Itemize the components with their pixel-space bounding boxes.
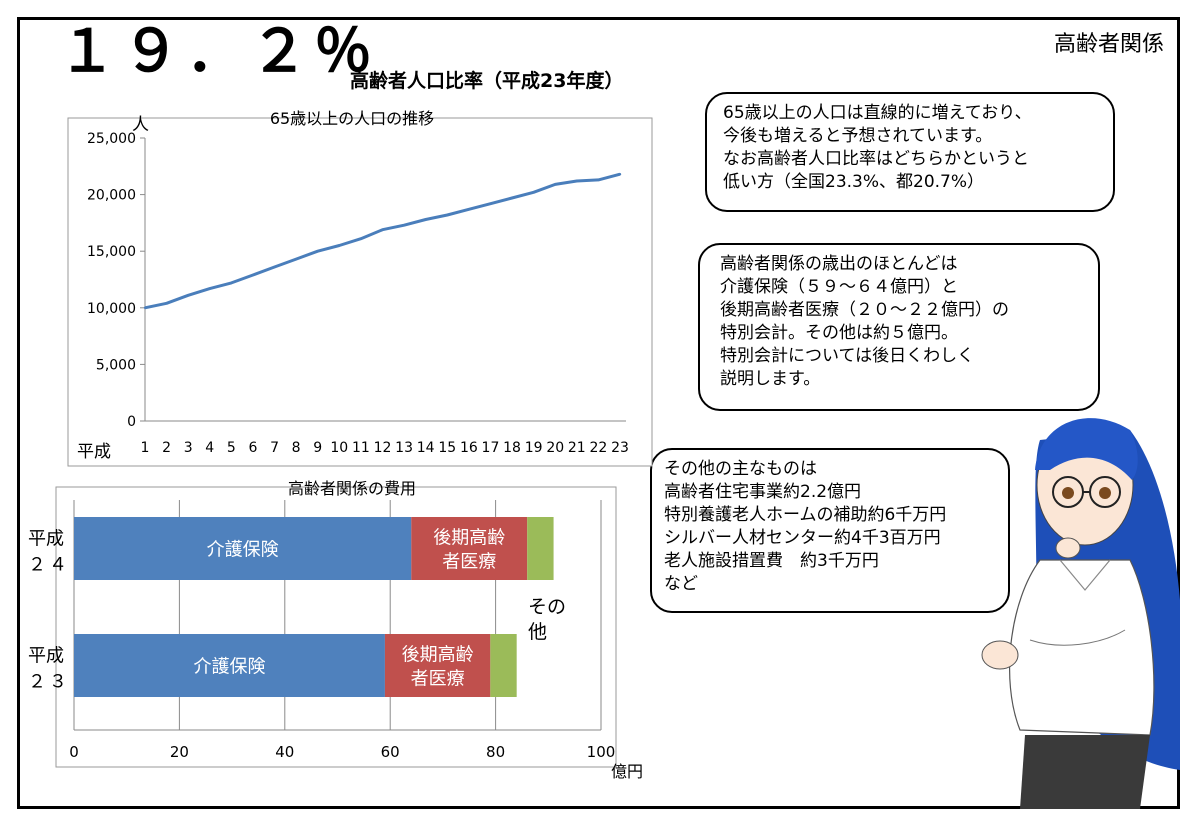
x-tick-label: 100: [587, 743, 616, 761]
x-tick-label: 23: [611, 440, 629, 456]
x-tick-label: 19: [525, 440, 543, 456]
x-tick-label: 21: [568, 440, 586, 456]
category-label: ２４: [28, 555, 70, 576]
bar-label: 後期高齢: [402, 645, 474, 666]
x-tick-label: 80: [486, 743, 505, 761]
bar-segment: [74, 517, 412, 580]
bar-label: 後期高齢: [433, 528, 505, 549]
section-label: 高齢者関係: [1053, 32, 1164, 57]
x-tick-label: 1: [141, 440, 150, 456]
data-point: [424, 218, 427, 221]
line-chart: 65歳以上の人口の推移 人 平成 0 5,000 10,000 15,000 20,00…: [67, 109, 653, 467]
data-point: [446, 213, 449, 217]
line-chart-frame: [67, 117, 653, 467]
bar-label: 介護保険: [207, 540, 279, 561]
line-chart-ylabel: 人: [132, 115, 149, 135]
data-point: [338, 244, 341, 247]
other-annotation: その他: [528, 596, 566, 643]
bar-label: 者医療: [411, 669, 465, 690]
bar-segment: [384, 634, 491, 697]
character-illustration: [981, 418, 1180, 809]
x-tick-label: 14: [417, 440, 435, 456]
data-point: [532, 191, 535, 194]
x-tick-label: 3: [184, 440, 193, 456]
bar-chart: 高齢者関係の費用 億円 0 20 40 60 80 100 介護保険後期高齢者医療介護保険…: [28, 479, 643, 781]
data-point: [381, 228, 384, 231]
data-point: [251, 273, 255, 277]
y-tick-label: 10,000: [87, 301, 136, 317]
x-tick-label: 15: [438, 440, 456, 456]
x-tick-label: 5: [227, 440, 236, 456]
data-point: [575, 179, 579, 183]
x-tick-label: 40: [275, 743, 294, 761]
data-point: [618, 173, 622, 176]
category-label: 平成: [28, 646, 64, 667]
line-chart-title: 65歳以上の人口の推移: [270, 109, 434, 128]
x-tick-label: 4: [205, 440, 214, 456]
data-point: [186, 294, 190, 297]
data-point: [597, 178, 600, 182]
y-tick-label: 20,000: [87, 188, 136, 204]
x-tick-label: 11: [352, 440, 370, 456]
data-point: [294, 257, 298, 261]
bar-chart-title: 高齢者関係の費用: [288, 479, 416, 498]
x-tick-label: 16: [460, 440, 478, 456]
data-point: [402, 223, 406, 227]
data-point: [554, 183, 557, 186]
data-point: [510, 196, 514, 200]
bar-label: 者医療: [442, 552, 496, 573]
data-point: [316, 250, 319, 253]
bar-chart-xlabel: 億円: [611, 762, 643, 781]
bar-segment: [411, 517, 528, 580]
y-tick-label: 5,000: [96, 357, 136, 373]
x-tick-label: 20: [546, 440, 564, 456]
data-point: [208, 287, 211, 290]
data-point: [143, 306, 147, 309]
x-tick-label: 2: [162, 440, 171, 456]
line-chart-xlabel: 平成: [77, 442, 111, 462]
x-tick-label: 8: [292, 440, 301, 456]
x-tick-label: 22: [589, 440, 607, 456]
data-point: [359, 237, 363, 240]
bar-label: 介護保険: [193, 657, 265, 678]
x-tick-label: 13: [395, 440, 413, 456]
bar-segment: [527, 517, 554, 580]
speech-bubble-population: 65歳以上の人口は直線的に増えており、 今後も増えると予想されています。 なお高…: [705, 92, 1115, 212]
elderly-ratio-caption: 高齢者人口比率（平成23年度）: [350, 70, 624, 92]
y-tick-label: 25,000: [87, 131, 136, 147]
x-tick-label: 7: [270, 440, 279, 456]
y-tick-label: 15,000: [87, 244, 136, 260]
x-tick-label: 60: [381, 743, 400, 761]
x-tick-label: 17: [482, 440, 500, 456]
speech-bubble-other: その他の主なものは 高齢者住宅事業約2.2億円 特別養護老人ホームの補助約6千万…: [650, 448, 1010, 613]
x-tick-label: 12: [374, 440, 392, 456]
x-tick-label: 9: [313, 440, 322, 456]
x-tick-label: 0: [69, 743, 79, 761]
data-point: [467, 208, 471, 211]
data-point: [273, 265, 276, 269]
elderly-ratio-value: １９．２％: [58, 17, 379, 85]
speech-bubble-expenditure: 高齢者関係の歳出のほとんどは 介護保険（５９～６４億円）と 後期高齢者医療（２０…: [698, 243, 1100, 411]
category-label: 平成: [28, 529, 64, 550]
y-tick-label: 0: [127, 414, 136, 430]
data-point: [230, 281, 233, 285]
data-point: [165, 302, 168, 305]
category-label: ２３: [28, 672, 70, 693]
x-tick-label: 18: [503, 440, 521, 456]
bar-segment: [490, 634, 517, 697]
data-point: [489, 202, 492, 205]
x-tick-label: 20: [170, 743, 189, 761]
x-tick-label: 6: [248, 440, 257, 456]
bar-segment: [74, 634, 385, 697]
x-tick-label: 10: [330, 440, 348, 456]
